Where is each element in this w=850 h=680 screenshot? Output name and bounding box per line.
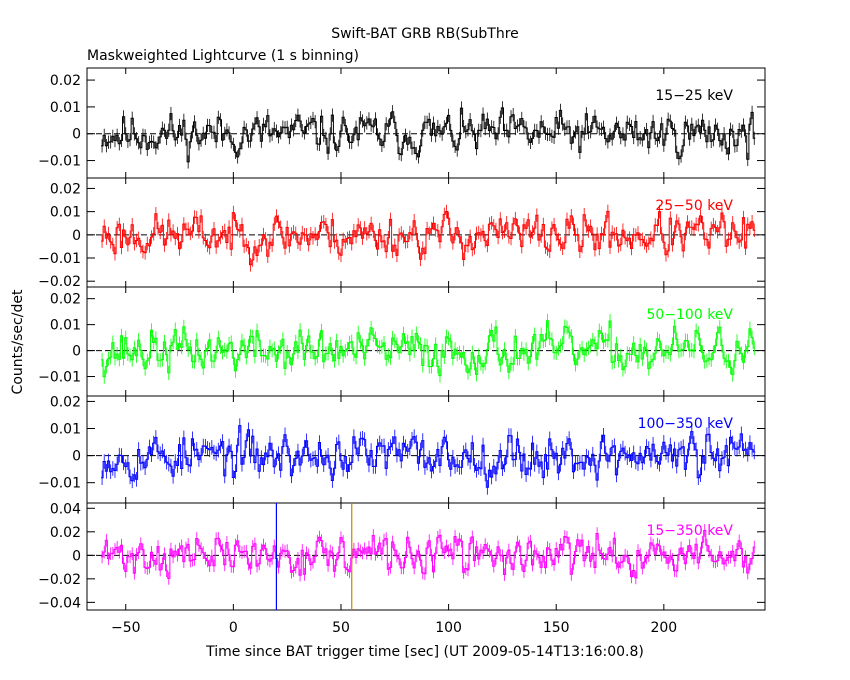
band-label: 15−25 keV [655,88,733,104]
y-tick-label: −0.02 [38,572,81,588]
y-tick-label: 0.02 [50,181,81,197]
x-tick-label: 200 [650,620,677,636]
y-tick-label: 0 [72,548,81,564]
chart-title: Swift-BAT GRB RB(SubThre [331,26,519,42]
panels-group: −0.01 0 0.01 0.02 15−25 keV −0.02 −0.01 0 0.01 0.… [38,67,766,636]
y-tick-label: 0.02 [50,73,81,89]
x-tick-label: 100 [435,620,462,636]
y-tick-label: 0.01 [50,422,81,438]
panel-3: −0.01 0 0.01 0.02 50−100 keV [38,286,766,397]
y-tick-label: −0.04 [38,595,81,611]
panel-frame [86,286,766,397]
band-label: 25−50 keV [655,198,733,214]
y-tick-label: 0.02 [50,525,81,541]
y-tick-label: −0.02 [38,274,81,290]
chart-subtitle: Maskweighted Lightcurve (1 s binning) [87,48,359,64]
y-axis-label: Counts/sec/det [10,289,26,394]
y-tick-label: 0.01 [50,100,81,116]
x-tick-label: 50 [332,620,350,636]
y-tick-label: 0.01 [50,205,81,221]
y-tick-label: 0.01 [50,318,81,334]
y-tick-label: 0 [72,228,81,244]
y-tick-label: −0.01 [38,370,81,386]
panel-5: −0.04 −0.02 0 0.02 0.04 −50 0 50 100 150 200 15−350… [38,501,766,636]
band-label: 15−350 keV [646,523,733,539]
series-line [101,107,756,163]
panel-1: −0.01 0 0.01 0.02 15−25 keV [38,67,766,179]
panel-2: −0.02 −0.01 0 0.01 0.02 25−50 keV [38,177,766,290]
series-line [101,320,756,378]
y-tick-label: 0 [72,127,81,143]
series-line [101,210,756,266]
band-label: 100−350 keV [638,416,734,432]
x-tick-label: 0 [229,620,238,636]
y-tick-label: −0.01 [38,251,81,267]
panel-frame [86,502,766,611]
series-line [101,425,756,488]
y-tick-label: 0.04 [50,501,81,517]
y-tick-label: −0.01 [38,154,81,170]
x-axis-label: Time since BAT trigger time [sec] (UT 20… [205,644,644,660]
y-tick-label: 0 [72,449,81,465]
x-tick-label: −50 [111,620,141,636]
y-tick-label: 0.02 [50,292,81,308]
y-tick-label: −0.01 [38,476,81,492]
series-line [101,529,756,579]
panel-4: −0.01 0 0.01 0.02 100−350 keV [38,394,766,504]
x-tick-label: 150 [543,620,570,636]
band-label: 50−100 keV [646,307,733,323]
y-tick-label: 0 [72,344,81,360]
y-tick-label: 0.02 [50,394,81,410]
